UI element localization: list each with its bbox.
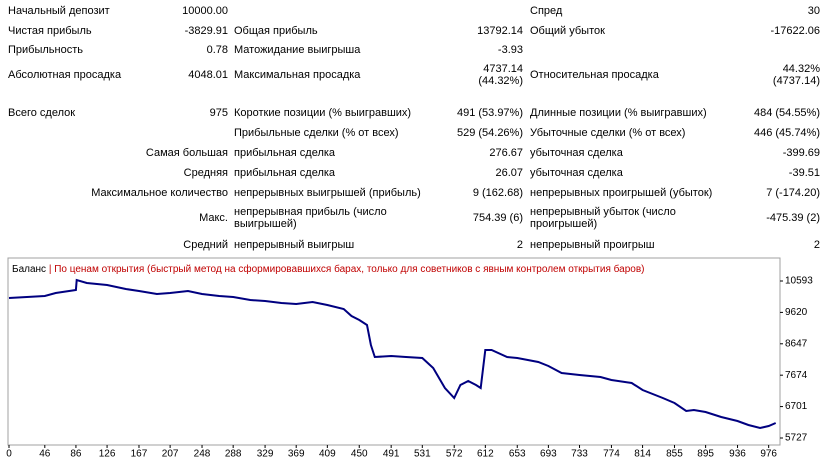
legend-note: | По ценам открытия (быстрый метод на сф… bbox=[46, 263, 644, 275]
label: Короткие позиции (% выигравших) bbox=[234, 107, 412, 119]
x-tick-label: 329 bbox=[257, 449, 274, 460]
value: 529 (54.26%) bbox=[456, 127, 523, 139]
x-tick-label: 653 bbox=[509, 449, 526, 460]
label: непрерывная прибыль (число выигрышей) bbox=[234, 206, 387, 230]
x-tick-label: 288 bbox=[225, 449, 242, 460]
label: Максимальная просадка bbox=[234, 69, 361, 81]
value: Максимальное количество bbox=[91, 187, 228, 199]
label: Прибыльность bbox=[8, 44, 83, 56]
value: 2 bbox=[813, 239, 820, 251]
x-tick-label: 409 bbox=[319, 449, 336, 460]
label: прибыльная сделка bbox=[234, 167, 336, 179]
label: непрерывных проигрышей (убыток) bbox=[530, 187, 713, 199]
x-tick-label: 126 bbox=[99, 449, 116, 460]
legend-name: Баланс bbox=[12, 264, 46, 275]
value: 975 bbox=[209, 107, 228, 119]
value: Средняя bbox=[183, 167, 228, 179]
x-tick-label: 46 bbox=[39, 449, 51, 460]
y-tick-label: 9620 bbox=[785, 307, 808, 318]
label: Прибыльные сделки (% от всех) bbox=[234, 127, 399, 139]
x-tick-label: 814 bbox=[634, 449, 651, 460]
x-tick-label: 0 bbox=[6, 449, 12, 460]
value: 754.39 (6) bbox=[472, 212, 523, 224]
label: прибыльная сделка bbox=[234, 147, 336, 159]
value: 491 (53.97%) bbox=[456, 107, 523, 119]
chart-frame bbox=[7, 257, 781, 446]
label: Матожидание выигрыша bbox=[234, 44, 361, 56]
x-tick-label: 976 bbox=[760, 449, 777, 460]
label: Всего сделок bbox=[8, 107, 76, 119]
x-tick-label: 86 bbox=[70, 449, 82, 460]
value: Самая большая bbox=[145, 147, 228, 159]
label: Длинные позиции (% выигравших) bbox=[530, 107, 707, 119]
value: -17622.06 bbox=[770, 25, 820, 37]
x-tick-label: 895 bbox=[697, 449, 714, 460]
value: 484 (54.55%) bbox=[753, 107, 820, 119]
y-tick-label: 8647 bbox=[785, 338, 808, 349]
label: непрерывных выигрышей (прибыль) bbox=[234, 187, 421, 199]
value: 276.67 bbox=[489, 147, 523, 159]
value: -475.39 (2) bbox=[766, 212, 820, 224]
label: Убыточные сделки (% от всех) bbox=[530, 127, 686, 139]
label: убыточная сделка bbox=[530, 167, 623, 179]
value: -3.93 bbox=[497, 44, 523, 56]
value: 13792.14 bbox=[477, 25, 523, 37]
value: 10000.00 bbox=[182, 5, 228, 17]
value: 44.32% (4737.14) bbox=[772, 63, 820, 87]
x-tick-label: 248 bbox=[194, 449, 211, 460]
x-tick-label: 855 bbox=[666, 449, 683, 460]
label: убыточная сделка bbox=[530, 147, 623, 159]
value: 4737.14 (44.32%) bbox=[478, 63, 523, 87]
value: 0.78 bbox=[206, 44, 228, 56]
x-tick-label: 491 bbox=[383, 449, 400, 460]
label: Чистая прибыль bbox=[8, 25, 92, 37]
balance-line bbox=[8, 278, 777, 430]
value: 4048.01 bbox=[188, 69, 228, 81]
value: Средний bbox=[183, 239, 228, 251]
value: 446 (45.74%) bbox=[753, 127, 820, 139]
value: -39.51 bbox=[788, 167, 820, 179]
y-tick-label: 6701 bbox=[785, 401, 808, 412]
x-tick-label: 450 bbox=[351, 449, 368, 460]
value: -399.69 bbox=[782, 147, 820, 159]
label: непрерывный проигрыш bbox=[530, 239, 655, 251]
value: 26.07 bbox=[495, 167, 523, 179]
x-tick-label: 167 bbox=[131, 449, 148, 460]
y-tick-label: 5727 bbox=[785, 433, 808, 444]
label: Спред bbox=[530, 5, 563, 17]
value: 9 (162.68) bbox=[472, 187, 523, 199]
x-tick-label: 612 bbox=[477, 449, 494, 460]
legend: Баланс | По ценам открытия (быстрый мето… bbox=[12, 263, 645, 275]
label: Общая прибыль bbox=[234, 25, 318, 37]
x-tick-label: 733 bbox=[571, 449, 588, 460]
value: 7 (-174.20) bbox=[766, 187, 820, 199]
x-tick-label: 936 bbox=[729, 449, 746, 460]
label: непрерывный убыток (число проигрышей) bbox=[530, 206, 676, 230]
x-tick-label: 774 bbox=[603, 449, 620, 460]
label: Общий убыток bbox=[530, 25, 605, 37]
label: непрерывный выигрыш bbox=[234, 239, 355, 251]
value: 30 bbox=[807, 5, 820, 17]
label: Абсолютная просадка bbox=[8, 69, 122, 81]
x-tick-label: 207 bbox=[162, 449, 179, 460]
y-tick-label: 10593 bbox=[785, 276, 813, 287]
value: Макс. bbox=[199, 212, 228, 224]
label: Относительная просадка bbox=[530, 69, 659, 81]
y-tick-label: 7674 bbox=[785, 370, 808, 381]
x-tick-label: 369 bbox=[288, 449, 305, 460]
label: Начальный депозит bbox=[8, 5, 110, 17]
x-tick-label: 572 bbox=[446, 449, 463, 460]
x-tick-label: 693 bbox=[540, 449, 557, 460]
x-tick-label: 531 bbox=[414, 449, 431, 460]
value: 2 bbox=[516, 239, 523, 251]
value: -3829.91 bbox=[184, 25, 228, 37]
